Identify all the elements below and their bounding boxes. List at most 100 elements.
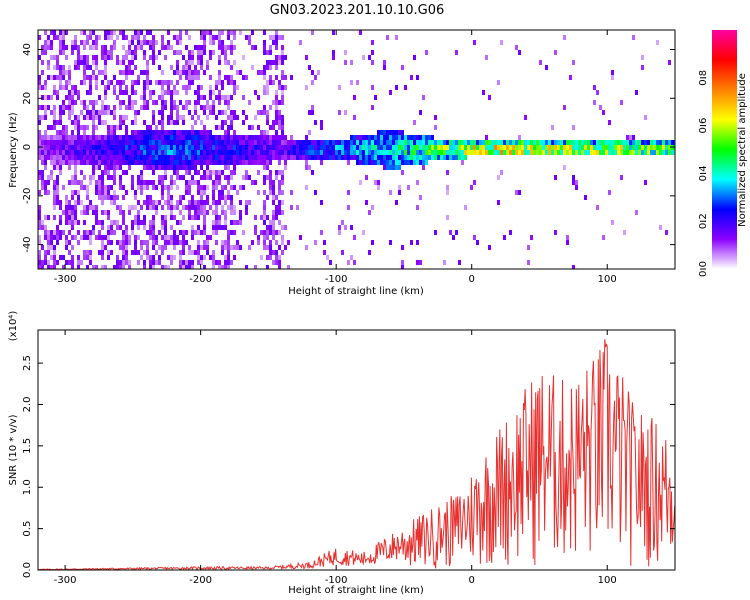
heatmap-cell [128,145,131,150]
heatmap-cell [101,145,104,150]
heatmap-cell [272,250,275,255]
heatmap-cell [149,165,152,170]
heatmap-cell [578,150,581,155]
heatmap-cell [212,260,215,265]
heatmap-cell [197,85,200,90]
heatmap-cell [206,30,209,35]
heatmap-cell [443,260,446,265]
heatmap-cell [107,125,110,130]
heatmap-cell [143,250,146,255]
heatmap-cell [47,260,50,265]
heatmap-cell [221,245,224,250]
heatmap-cell [83,140,86,145]
heatmap-cell [44,30,47,35]
heatmap-cell [62,140,65,145]
heatmap-cell [287,240,290,245]
heatmap-cell [623,230,626,235]
heatmap-cell [641,65,644,70]
heatmap-cell [278,210,281,215]
heatmap-cell [182,265,185,269]
heatmap-cell [125,145,128,150]
heatmap-cell [227,190,230,195]
heatmap-cell [56,240,59,245]
heatmap-cell [149,205,152,210]
heatmap-cell [200,145,203,150]
heatmap-cell [107,250,110,255]
heatmap-cell [116,255,119,260]
heatmap-cell [413,150,416,155]
heatmap-cell [260,255,263,260]
heatmap-cell [413,55,416,60]
heatmap-cell [551,140,554,145]
heatmap-cell [416,205,419,210]
heatmap-cell [278,80,281,85]
heatmap-cell [461,145,464,150]
heatmap-cell [44,215,47,220]
heatmap-cell [215,160,218,165]
heatmap-cell [44,160,47,165]
heatmap-cell [47,265,50,269]
heatmap-cell [635,140,638,145]
heatmap-cell [461,155,464,160]
heatmap-cell [296,145,299,150]
heatmap-cell [422,135,425,140]
heatmap-cell [194,215,197,220]
heatmap-cell [191,200,194,205]
heatmap-cell [218,75,221,80]
heatmap-cell [218,110,221,115]
heatmap-cell [143,105,146,110]
heatmap-cell [53,125,56,130]
heatmap-cell [188,130,191,135]
heatmap-cell [56,175,59,180]
heatmap-cell [644,180,647,185]
heatmap-cell [188,160,191,165]
heatmap-cell [413,140,416,145]
heatmap-cell [278,230,281,235]
heatmap-cell [242,140,245,145]
heatmap-cell [128,65,131,70]
heatmap-cell [128,70,131,75]
heatmap-cell [278,220,281,225]
heatmap-cell [263,210,266,215]
heatmap-cell [200,130,203,135]
heatmap-cell [167,145,170,150]
heatmap-cell [80,110,83,115]
heatmap-cell [629,135,632,140]
heatmap-cell [161,195,164,200]
heatmap-cell [608,145,611,150]
heatmap-cell [95,155,98,160]
heatmap-cell [383,155,386,160]
heatmap-cell [128,60,131,65]
heatmap-cell [251,150,254,155]
heatmap-cell [62,50,65,55]
heatmap-cell [152,130,155,135]
heatmap-cell [38,205,41,210]
heatmap-cell [146,70,149,75]
heatmap-cell [164,230,167,235]
heatmap-cell [599,145,602,150]
heatmap-cell [122,255,125,260]
heatmap-cell [119,70,122,75]
heatmap-cell [71,210,74,215]
heatmap-cell [167,185,170,190]
heatmap-cell [68,115,71,120]
heatmap-cell [416,180,419,185]
heatmap-cell [188,140,191,145]
heatmap-cell [449,150,452,155]
heatmap-cell [38,255,41,260]
heatmap-cell [197,190,200,195]
heatmap-cell [140,255,143,260]
heatmap-cell [662,140,665,145]
heatmap-cell [464,145,467,150]
heatmap-cell [74,205,77,210]
heatmap-cell [206,150,209,155]
heatmap-cell [527,260,530,265]
heatmap-cell [305,145,308,150]
heatmap-cell [500,40,503,45]
heatmap-cell [377,130,380,135]
heatmap-cell [80,145,83,150]
heatmap-cell [563,140,566,145]
heatmap-cell [140,40,143,45]
heatmap-cell [266,195,269,200]
heatmap-cell [131,220,134,225]
